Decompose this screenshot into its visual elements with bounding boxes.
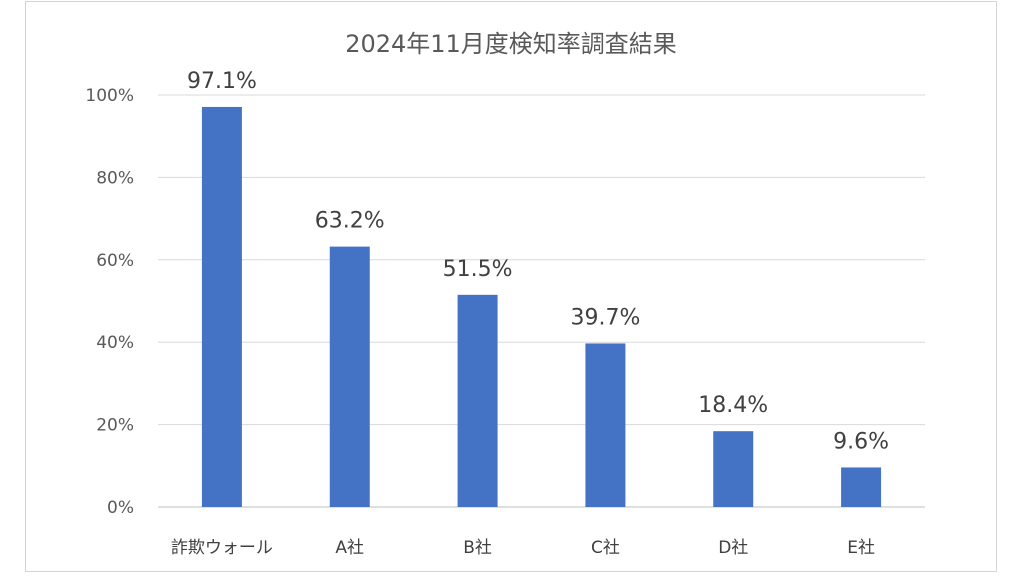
- y-tick-label: 100%: [85, 86, 134, 106]
- x-category-label: B社: [463, 538, 492, 558]
- data-label: 97.1%: [187, 69, 257, 94]
- x-category-label: D社: [718, 538, 748, 558]
- bar: [201, 106, 242, 507]
- bar: [457, 294, 498, 507]
- data-label: 9.6%: [833, 429, 889, 454]
- y-tick-label: 60%: [96, 251, 134, 271]
- bar: [713, 431, 754, 507]
- y-tick-label: 40%: [96, 333, 134, 353]
- data-labels: 97.1% 63.2% 51.5% 39.7% 18.4% 9.6%: [187, 69, 889, 455]
- data-label: 63.2%: [315, 209, 385, 234]
- bar: [585, 343, 626, 507]
- data-label: 39.7%: [570, 305, 640, 330]
- y-tick-label: 80%: [96, 168, 134, 188]
- category-labels: 詐欺ウォール A社 B社 C社 D社 E社: [171, 538, 875, 558]
- gridlines: [158, 94, 925, 508]
- chart-frame: [25, 1, 997, 572]
- x-category-label: A社: [335, 538, 364, 558]
- data-label: 51.5%: [443, 257, 513, 282]
- chart-title: 2024年11月度検知率調査結果: [345, 30, 677, 58]
- x-category-label: E社: [847, 538, 875, 558]
- bar: [329, 246, 370, 507]
- x-category-label: 詐欺ウォール: [171, 538, 273, 558]
- y-tick-label: 0%: [107, 498, 134, 518]
- data-label: 18.4%: [698, 393, 768, 418]
- bar: [841, 467, 882, 507]
- y-axis-ticks: 0% 20% 40% 60% 80% 100%: [85, 86, 134, 518]
- y-tick-label: 20%: [96, 416, 134, 436]
- x-category-label: C社: [591, 538, 620, 558]
- bars: [201, 106, 882, 507]
